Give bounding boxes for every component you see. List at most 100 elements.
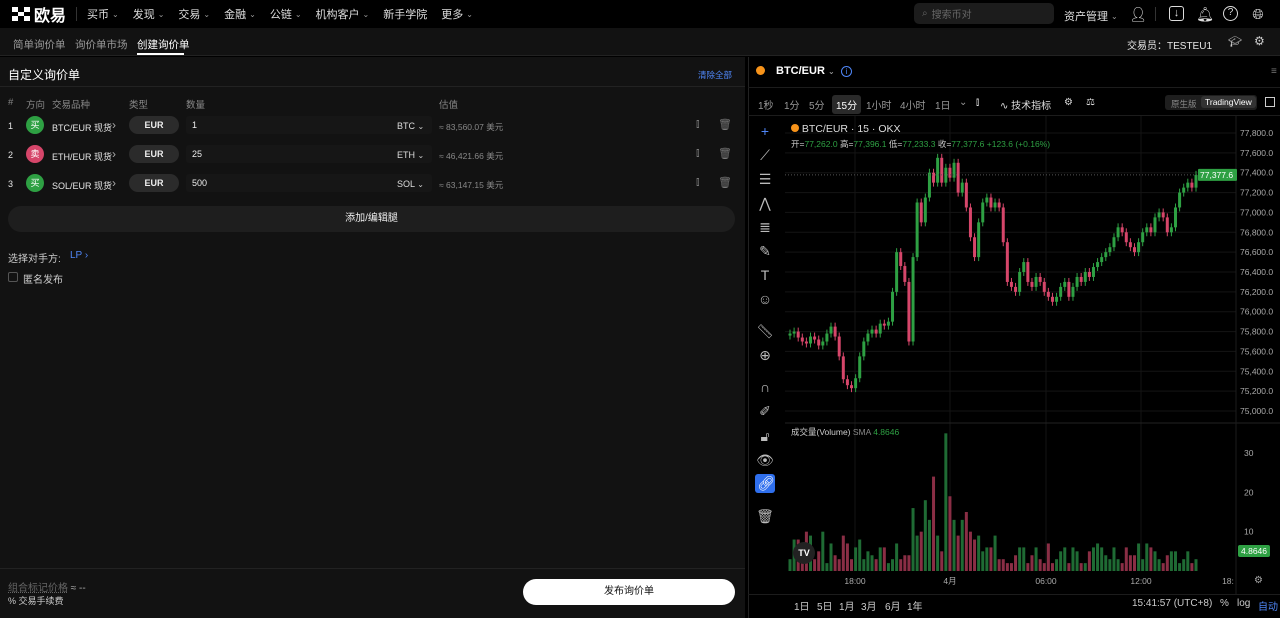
range-button[interactable]: 6月 (885, 602, 901, 613)
assets-menu[interactable]: 资产管理 ⌄ (1064, 8, 1118, 24)
timeframe-button[interactable]: 4小时 (900, 101, 926, 112)
nav-item[interactable]: 公链 ⌄ (270, 6, 302, 22)
timeframe-button[interactable]: 1日 (935, 101, 951, 112)
help-icon[interactable]: ? (1223, 6, 1238, 21)
tab-rfq-market[interactable]: 询价单市场 (75, 39, 128, 51)
magnet-icon[interactable]: ∩ (759, 379, 771, 395)
trash-icon[interactable]: 🗑︎ (756, 508, 774, 524)
nav-item[interactable]: 交易 ⌄ (178, 6, 210, 22)
clear-all-link[interactable]: 清除全部 (698, 70, 733, 80)
quantity-input[interactable]: 1 (186, 116, 432, 134)
range-button[interactable]: 5日 (817, 602, 833, 613)
symbol-selector[interactable]: BTC/EUR ⌄ (776, 65, 835, 77)
chevron-right-icon[interactable]: › (112, 176, 116, 190)
crosshair-icon[interactable]: + (760, 123, 770, 139)
type-select[interactable]: EUR (129, 116, 179, 134)
trash-icon[interactable]: 🗑︎ (718, 119, 732, 131)
globe-icon[interactable]: 🌐︎ (1252, 6, 1264, 22)
trendline-icon[interactable]: ⟋ (760, 147, 770, 163)
auto-toggle[interactable]: 自动 (1258, 602, 1278, 613)
axis-settings-icon[interactable]: ⚙ (1254, 575, 1263, 586)
type-select[interactable]: EUR (129, 145, 179, 163)
menu-icon[interactable]: ≡ (1271, 66, 1277, 77)
instrument-name[interactable]: SOL/EUR 现货 (52, 181, 113, 191)
ruler-icon[interactable]: 📏︎ (756, 323, 774, 339)
fib-icon[interactable]: ≣ (759, 219, 771, 235)
nav-item[interactable]: 机构客户 ⌄ (316, 6, 370, 22)
nav-item[interactable]: 新手学院 (383, 6, 427, 22)
chevron-right-icon[interactable]: › (112, 118, 116, 132)
horizontal-lines-icon[interactable]: ☰ (758, 171, 772, 187)
emoji-icon[interactable]: ☺ (757, 291, 773, 307)
info-icon[interactable]: i (841, 66, 852, 77)
compare-icon[interactable]: ⫾ (696, 147, 700, 159)
side-badge[interactable]: 卖 (26, 145, 44, 163)
percent-toggle[interactable]: % (1220, 598, 1229, 609)
timeframe-button[interactable]: 1秒 (758, 101, 774, 112)
pencil-lock-icon[interactable]: ✐ (759, 403, 771, 419)
okx-logo[interactable]: 欧易 (12, 2, 66, 26)
tradingview-button[interactable]: TradingView (1201, 96, 1256, 108)
link-tool-active[interactable] (755, 474, 775, 493)
graduation-cap-icon[interactable]: 🎓︎ (1228, 36, 1242, 48)
tab-create-rfq[interactable]: 创建询价单 (137, 39, 190, 51)
log-toggle[interactable]: log (1237, 598, 1251, 609)
link-icon[interactable]: 🔗︎ (757, 475, 775, 491)
compare-icon[interactable]: ⫾ (696, 118, 700, 130)
tab-simple-rfq[interactable]: 简单询价单 (13, 39, 66, 51)
download-icon[interactable]: ↓ (1169, 6, 1184, 21)
fullscreen-icon[interactable] (1265, 97, 1275, 107)
compare-icon[interactable]: ⫾ (696, 176, 700, 188)
zoom-in-icon[interactable]: ⊕ (759, 347, 771, 363)
timeframe-button[interactable]: 1分 (784, 101, 800, 112)
tradingview-logo[interactable]: TV (793, 542, 815, 564)
nav-item[interactable]: 金融 ⌄ (224, 6, 256, 22)
native-view-button[interactable]: 原生版 (1171, 99, 1197, 109)
side-badge[interactable]: 买 (26, 116, 44, 134)
trash-icon[interactable]: 🗑︎ (718, 177, 732, 189)
range-button[interactable]: 3月 (861, 602, 877, 613)
indicators-button[interactable]: ∿ 技术指标 (1000, 97, 1051, 112)
unit-select[interactable]: SOL ⌄ (397, 179, 424, 189)
chart-settings-icon[interactable]: ⚙ (1064, 97, 1073, 108)
chevron-down-icon[interactable]: ⌄ (959, 97, 968, 108)
side-badge[interactable]: 买 (26, 174, 44, 192)
candle-body (1116, 227, 1120, 238)
search-input[interactable]: ⌕ 搜索币对 (914, 3, 1054, 24)
instrument-name[interactable]: BTC/EUR 现货 (52, 123, 113, 133)
range-button[interactable]: 1日 (794, 602, 810, 613)
timeframe-button[interactable]: 1小时 (866, 101, 892, 112)
volume-bar (1186, 551, 1190, 571)
instrument-name[interactable]: ETH/EUR 现货 (52, 152, 113, 162)
eye-icon[interactable]: 👁︎ (756, 452, 774, 468)
range-button[interactable]: 1月 (839, 602, 855, 613)
gear-icon[interactable]: ⚙ (1254, 34, 1265, 48)
counterparty-select[interactable]: LP › (70, 250, 88, 261)
add-edit-leg-button[interactable]: 添加/编辑腿 (8, 206, 735, 232)
type-select[interactable]: EUR (129, 174, 179, 192)
timeframe-button[interactable]: 5分 (809, 101, 825, 112)
clock-time[interactable]: 15:41:57 (UTC+8) (1132, 598, 1213, 609)
scale-icon[interactable]: ⚖ (1086, 97, 1095, 108)
quantity-input[interactable]: 25 (186, 145, 432, 163)
trash-icon[interactable]: 🗑︎ (718, 148, 732, 160)
candle-type-icon[interactable]: ⫾ (976, 97, 980, 108)
timeframe-button[interactable]: 15分 (832, 95, 862, 114)
chevron-right-icon[interactable]: › (112, 147, 116, 161)
unit-select[interactable]: ETH ⌄ (397, 150, 424, 160)
quantity-input[interactable]: 500 (186, 174, 432, 192)
range-button[interactable]: 1年 (907, 602, 923, 613)
bell-icon[interactable]: 🔔︎ (1196, 6, 1214, 22)
pitchfork-icon[interactable]: ⋀ (759, 195, 771, 211)
unit-select[interactable]: BTC ⌄ (397, 121, 424, 131)
submit-rfq-button[interactable]: 发布询价单 (523, 579, 735, 605)
price-chart[interactable]: 77,800.0 77,600.0 77,400.0 77,200.0 77,000.0… (748, 116, 1280, 594)
lock-icon[interactable]: 🔓︎ (760, 428, 770, 444)
nav-item[interactable]: 发现 ⌄ (133, 6, 165, 22)
brush-icon[interactable]: ✎ (759, 243, 771, 259)
anonymous-checkbox[interactable] (8, 272, 18, 282)
nav-item[interactable]: 更多 ⌄ (441, 6, 473, 22)
text-icon[interactable]: T (760, 267, 770, 283)
user-icon[interactable]: 👤︎ (1129, 6, 1147, 22)
nav-item[interactable]: 买币 ⌄ (87, 6, 119, 22)
